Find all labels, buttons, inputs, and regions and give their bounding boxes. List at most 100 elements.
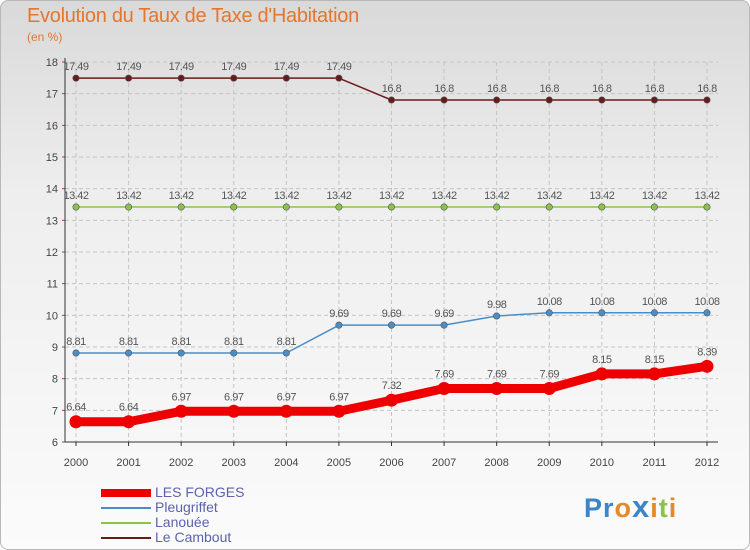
y-tick-label: 15	[46, 152, 58, 164]
data-label-le-cambout: 16.8	[382, 83, 402, 95]
data-point-pleugriffet	[598, 309, 606, 317]
y-tick-label: 14	[46, 184, 58, 196]
data-point-les-forges	[385, 393, 398, 407]
data-label-les-forges: 6.64	[66, 402, 86, 414]
data-label-pleugriffet: 10.08	[537, 296, 562, 308]
data-label-les-forges: 6.97	[329, 391, 349, 403]
data-point-les-forges	[700, 359, 714, 373]
data-label-pleugriffet: 9.69	[434, 308, 454, 320]
data-label-les-forges: 7.69	[487, 368, 507, 380]
data-point-pleugriffet	[282, 349, 290, 357]
data-point-le-cambout	[703, 96, 711, 104]
data-point-lanou-e	[440, 203, 448, 211]
data-label-lanou-e: 13.42	[326, 190, 351, 202]
legend-swatch	[101, 537, 151, 539]
y-tick-label: 12	[46, 247, 58, 259]
x-tick-label: 2008	[484, 457, 508, 469]
data-label-le-cambout: 16.8	[540, 83, 560, 95]
data-point-lanou-e	[125, 203, 133, 211]
data-point-les-forges	[490, 381, 504, 395]
data-point-lanou-e	[703, 203, 711, 211]
legend-swatch	[101, 489, 151, 497]
data-label-les-forges: 8.15	[592, 354, 612, 366]
data-point-les-forges	[174, 404, 188, 418]
data-label-les-forges: 7.69	[434, 368, 454, 380]
x-tick-label: 2011	[643, 457, 667, 469]
y-tick-label: 11	[47, 279, 58, 291]
data-point-les-forges	[332, 404, 346, 418]
data-label-pleugriffet: 8.81	[66, 336, 86, 348]
data-point-pleugriffet	[493, 312, 501, 320]
data-label-lanou-e: 13.42	[484, 190, 509, 202]
legend-swatch	[101, 507, 151, 509]
x-tick-label: 2001	[116, 457, 140, 469]
data-point-lanou-e	[545, 203, 553, 211]
data-point-lanou-e	[72, 203, 80, 211]
data-point-lanou-e	[650, 203, 658, 211]
y-tick-label: 6	[52, 437, 58, 449]
data-label-les-forges: 8.39	[697, 346, 717, 358]
data-label-les-forges: 6.97	[277, 391, 297, 403]
x-tick-label: 2012	[695, 457, 719, 469]
data-point-lanou-e	[335, 203, 343, 211]
y-tick-label: 18	[46, 57, 58, 69]
data-point-le-cambout	[72, 74, 80, 82]
y-tick-label: 13	[46, 215, 58, 227]
data-point-le-cambout	[387, 96, 395, 104]
data-point-pleugriffet	[125, 349, 133, 357]
data-label-le-cambout: 17.49	[116, 61, 141, 73]
data-label-pleugriffet: 8.81	[119, 336, 139, 348]
data-point-le-cambout	[177, 74, 185, 82]
data-label-pleugriffet: 9.69	[382, 308, 402, 320]
legend-label: Lanouée	[155, 514, 210, 530]
data-point-le-cambout	[598, 96, 606, 104]
x-tick-label: 2005	[327, 457, 351, 469]
data-point-pleugriffet	[703, 309, 711, 317]
legend-swatch	[101, 522, 151, 524]
brand-letter: x	[632, 489, 651, 524]
y-tick-label: 10	[46, 310, 58, 322]
data-label-lanou-e: 13.42	[169, 190, 194, 202]
legend-label: Pleugriffet	[155, 499, 218, 515]
data-point-pleugriffet	[230, 349, 238, 357]
data-label-pleugriffet: 8.81	[171, 336, 191, 348]
x-tick-label: 2003	[222, 457, 246, 469]
data-label-lanou-e: 13.42	[589, 190, 614, 202]
y-tick-label: 17	[46, 89, 58, 101]
y-unit-label: (en %)	[27, 30, 63, 44]
data-label-le-cambout: 16.8	[697, 83, 717, 95]
data-point-le-cambout	[230, 74, 238, 82]
data-label-le-cambout: 16.8	[645, 83, 665, 95]
y-tick-label: 8	[52, 374, 58, 386]
data-label-lanou-e: 13.42	[537, 190, 562, 202]
data-label-le-cambout: 17.49	[221, 61, 246, 73]
brand-letter: r	[603, 493, 615, 523]
data-label-les-forges: 7.32	[382, 380, 402, 392]
data-label-pleugriffet: 8.81	[224, 336, 244, 348]
data-point-pleugriffet	[177, 349, 185, 357]
chart-title: Evolution du Taux de Taxe d'Habitation	[27, 5, 359, 27]
brand-letter: o	[614, 493, 633, 523]
x-tick-label: 2004	[274, 457, 298, 469]
data-point-le-cambout	[335, 74, 343, 82]
data-label-les-forges: 6.64	[119, 402, 139, 414]
data-label-pleugriffet: 9.69	[329, 308, 349, 320]
data-label-le-cambout: 16.8	[592, 83, 612, 95]
brand-logo: Proxiti	[584, 489, 677, 525]
data-label-lanou-e: 13.42	[379, 190, 404, 202]
data-point-lanou-e	[177, 203, 185, 211]
data-point-le-cambout	[125, 74, 133, 82]
data-point-le-cambout	[650, 96, 658, 104]
data-point-lanou-e	[387, 203, 395, 211]
data-label-le-cambout: 16.8	[487, 83, 507, 95]
data-label-le-cambout: 17.49	[63, 61, 88, 73]
data-label-les-forges: 8.15	[645, 354, 665, 366]
data-label-pleugriffet: 8.81	[277, 336, 297, 348]
x-tick-label: 2007	[432, 457, 456, 469]
data-point-les-forges	[279, 404, 293, 418]
data-point-lanou-e	[230, 203, 238, 211]
data-label-lanou-e: 13.42	[63, 190, 88, 202]
data-point-le-cambout	[545, 96, 553, 104]
